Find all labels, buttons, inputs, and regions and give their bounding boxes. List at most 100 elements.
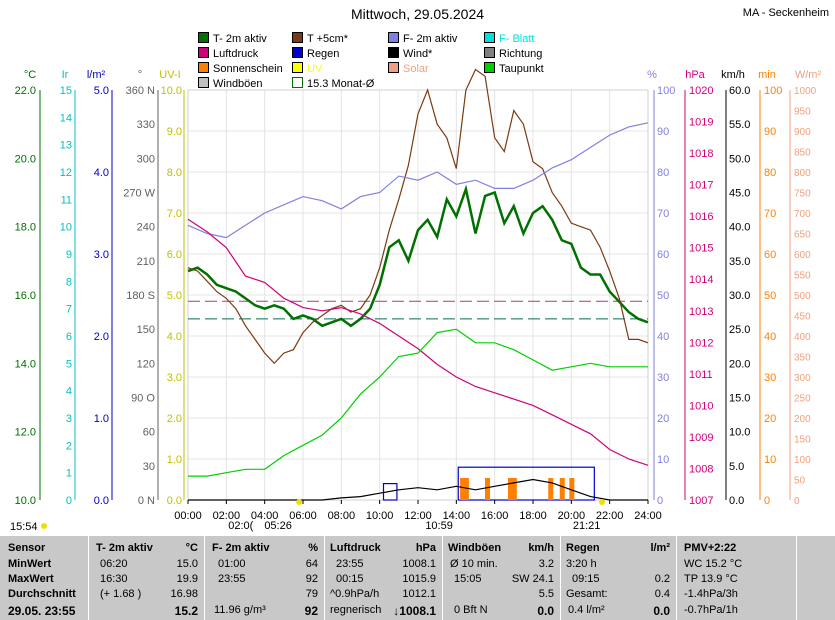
legend-swatch: [484, 47, 495, 58]
stats-date: 29.05. 23:55: [8, 604, 76, 618]
solar-axis-tick: 600: [794, 250, 811, 261]
hum-axis-tick: 20: [657, 413, 669, 425]
press-axis-tick: 1011: [689, 369, 713, 381]
stats-rain-max: 0.2: [654, 573, 670, 585]
solar-axis-tick: 450: [794, 312, 811, 323]
legend-label: Taupunkt: [499, 63, 544, 75]
wind-axis-unit: km/h: [721, 69, 745, 81]
stats-press-forecast: regnerisch: [330, 604, 382, 616]
legend-label: Wind*: [403, 48, 433, 60]
stats-wind-max: SW 24.1: [511, 573, 554, 585]
stats-temp-min-time: 06:20: [100, 558, 128, 570]
stats-rain-sum: 0.4 l/m²: [568, 604, 605, 616]
time-tick: 00:00: [174, 510, 202, 522]
stats-hum-max-time: 23:55: [218, 573, 246, 585]
stats-rain-total: 0.4: [654, 588, 670, 600]
sunshine-bar: [569, 478, 575, 500]
legend-item: F- 2m aktiv: [388, 32, 457, 45]
legend-item: Sonnenschein: [198, 62, 283, 75]
time-tick: 14:00: [443, 510, 471, 522]
ir-axis-tick: 14: [60, 112, 72, 124]
time-tick: 10:00: [366, 510, 394, 522]
solar-axis-tick: 850: [794, 148, 811, 159]
time-tick: 02:00: [213, 510, 241, 522]
stats-press-1h: -0.7hPa/1h: [684, 604, 738, 616]
sunshine-bar: [485, 478, 490, 500]
uv-axis-tick: 7.0: [167, 208, 182, 220]
rain-axis-tick: 0.0: [94, 495, 109, 507]
dir-axis-tick: 240: [137, 222, 155, 234]
sun-icon: [41, 523, 47, 529]
solar-noon-marker: 10:59: [425, 520, 453, 532]
uv-axis-tick: 9.0: [167, 126, 182, 138]
rain-axis-tick: 3.0: [94, 249, 109, 261]
wind-axis-tick: 40.0: [729, 222, 750, 234]
stats-wind-avg-label: Ø 10 min.: [450, 558, 498, 570]
hum-axis-tick: 80: [657, 167, 669, 179]
ir-axis-tick: 15: [60, 85, 72, 97]
stats-col-hum: F- 2m aktiv % 01:00 64 23:55 92 79 11.96…: [204, 536, 325, 620]
min-axis-tick: 60: [764, 249, 776, 261]
legend-item: Wind*: [388, 47, 432, 60]
legend-swatch: [198, 47, 209, 58]
solar-axis-tick: 200: [794, 414, 811, 425]
stats-col-pmv: PMV+2:22 WC 15.2 °C TP 13.9 °C -1.4hPa/3…: [676, 536, 797, 620]
legend-item: T +5cm*: [292, 32, 348, 45]
sunset-icon: [599, 499, 605, 505]
time-tick: 16:00: [481, 510, 509, 522]
temp-axis-tick: 14.0: [15, 358, 36, 370]
stats-temp-unit: °C: [185, 542, 198, 554]
min-axis-tick: 40: [764, 331, 776, 343]
min-axis-tick: 100: [764, 85, 782, 97]
temp-axis-unit: °C: [24, 69, 36, 81]
dir-axis-tick: 300: [137, 153, 155, 165]
stats-press-tendency: ^0.9hPa/h: [330, 588, 380, 600]
min-axis-tick: 80: [764, 167, 776, 179]
legend-item: T- 2m aktiv: [198, 32, 267, 45]
temp-axis-tick: 12.0: [15, 427, 36, 439]
legend-label: Solar: [403, 63, 429, 75]
ir-axis-tick: 13: [60, 140, 72, 152]
legend-label: T +5cm*: [307, 33, 349, 45]
wind-axis-tick: 10.0: [729, 427, 750, 439]
hum-axis-tick: 40: [657, 331, 669, 343]
ir-axis-tick: 6: [66, 331, 72, 343]
legend-label: Regen: [307, 48, 340, 60]
temp-axis-tick: 10.0: [15, 495, 36, 507]
stats-col-sensor: Sensor MinWert MaxWert Durchschnitt 29.0…: [0, 536, 89, 620]
rain-axis-unit: l/m²: [87, 69, 106, 81]
stats-wind-unit: km/h: [528, 542, 554, 554]
hum-axis-tick: 50: [657, 290, 669, 302]
wind-axis-tick: 35.0: [729, 256, 750, 268]
legend-swatch: [292, 32, 303, 43]
press-axis-tick: 1016: [689, 211, 713, 223]
ir-axis-tick: 0: [66, 495, 72, 507]
rain-axis-tick: 4.0: [94, 167, 109, 179]
dir-axis-unit: °: [138, 69, 142, 81]
legend-label: T- 2m aktiv: [213, 33, 267, 45]
hum-axis-tick: 30: [657, 372, 669, 384]
solar-axis-tick: 300: [794, 373, 811, 384]
solar-axis-tick: 650: [794, 230, 811, 241]
time-tick: 04:00: [251, 510, 279, 522]
series-line: [188, 328, 648, 477]
stats-min-label: MinWert: [8, 558, 52, 570]
stats-press-min-time: 23:55: [336, 558, 364, 570]
legend-item: 15.3 Monat-Ø: [292, 77, 374, 90]
legend-swatch: [484, 32, 495, 43]
stats-press-max: 1015.9: [402, 573, 436, 585]
min-axis-tick: 90: [764, 126, 776, 138]
legend-item: Taupunkt: [484, 62, 544, 75]
uv-axis-tick: 10.0: [161, 85, 182, 97]
wind-axis-tick: 55.0: [729, 119, 750, 131]
dir-axis-tick: 60: [143, 427, 155, 439]
stats-max-label: MaxWert: [8, 573, 54, 585]
hum-axis-tick: 0: [657, 495, 663, 507]
stats-col-wind: Windböen km/h Ø 10 min. 3.2 15:05 SW 24.…: [442, 536, 561, 620]
ir-axis-tick: 3: [66, 413, 72, 425]
press-axis-unit: hPa: [685, 69, 705, 81]
stats-dewpoint: TP 13.9 °C: [684, 573, 738, 585]
wind-axis-tick: 0.0: [729, 495, 744, 507]
stats-hum-current: 92: [304, 604, 318, 618]
stats-press-3h: -1.4hPa/3h: [684, 588, 738, 600]
